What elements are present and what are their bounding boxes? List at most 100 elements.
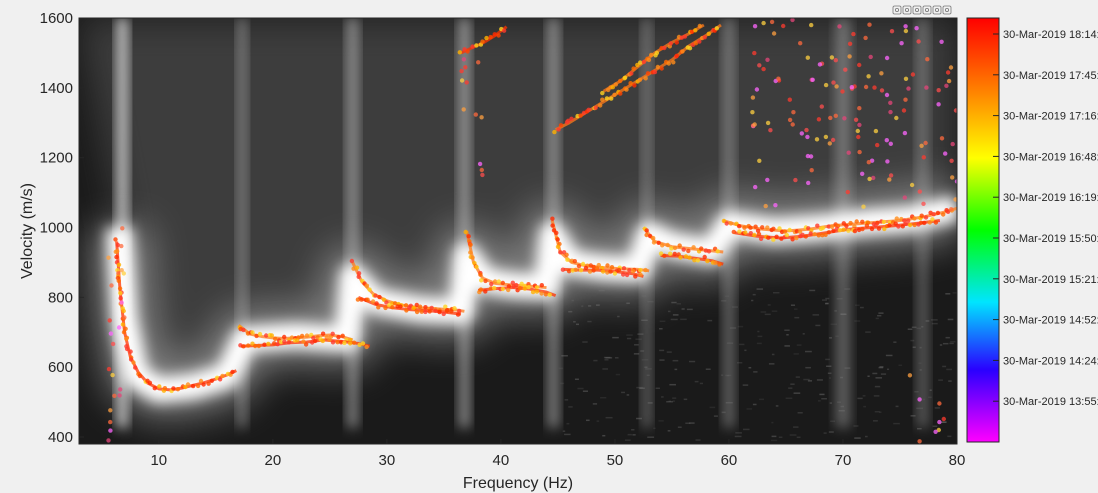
noise-mark <box>666 351 672 353</box>
noise-mark <box>934 407 940 409</box>
noise-mark <box>739 343 745 346</box>
pick-point <box>866 160 871 165</box>
pick-point <box>860 219 865 224</box>
noise-mark <box>768 363 775 365</box>
pick-point <box>407 305 412 310</box>
pick-point <box>868 54 873 60</box>
noise-mark <box>746 408 753 410</box>
pick-point <box>930 217 935 222</box>
noise-mark <box>564 399 569 401</box>
pick-point <box>612 92 617 98</box>
pan-icon[interactable] <box>912 5 922 15</box>
pick-point <box>488 34 493 40</box>
pick-point <box>272 341 277 346</box>
noise-mark <box>771 435 777 438</box>
noise-mark <box>677 426 682 428</box>
x-axis: 10 20 30 40 50 60 70 80 <box>150 439 965 469</box>
pick-point <box>390 305 395 310</box>
noise-mark <box>911 326 917 329</box>
noise-mark <box>672 314 679 316</box>
pick-point <box>816 233 821 238</box>
pick-point <box>580 261 586 267</box>
noise-mark <box>560 382 565 385</box>
pick-point <box>444 308 450 314</box>
noise-mark <box>575 323 579 326</box>
pick-point <box>946 78 952 84</box>
noise-mark <box>872 372 878 375</box>
noise-mark <box>827 372 832 375</box>
colorbar-tick-label: 30-Mar-2019 15:50:2 <box>1003 233 1098 245</box>
noise-mark <box>941 421 947 423</box>
pick-point <box>812 232 817 237</box>
pick-point <box>613 82 618 87</box>
noise-mark <box>562 430 566 432</box>
noise-mark <box>759 398 765 401</box>
pick-point <box>162 386 168 391</box>
pick-point <box>488 286 494 291</box>
colorbar-tick-label: 30-Mar-2019 17:45:3 <box>1003 70 1098 82</box>
pick-point <box>851 31 856 37</box>
noise-mark <box>907 328 913 330</box>
pick-point <box>437 309 442 315</box>
pick-point <box>779 236 784 241</box>
export-icon[interactable] <box>892 5 902 15</box>
pick-point <box>776 76 781 81</box>
pick-point <box>519 281 524 286</box>
pick-point <box>814 137 820 142</box>
noise-mark <box>919 369 922 371</box>
pick-point <box>262 342 267 347</box>
zoom-in-icon[interactable] <box>922 5 932 15</box>
pick-point <box>108 408 113 413</box>
pick-point <box>466 234 471 239</box>
brush-icon[interactable] <box>902 5 912 15</box>
noise-mark <box>922 398 926 401</box>
noise-mark <box>621 391 625 394</box>
pick-point <box>253 343 258 349</box>
colorbar: 30-Mar-2019 18:14:2 30-Mar-2019 17:45:3 30… <box>966 17 1098 443</box>
noise-mark <box>736 362 743 364</box>
pick-point <box>873 223 878 228</box>
energy-band <box>459 18 470 428</box>
zoom-out-icon[interactable] <box>932 5 942 15</box>
noise-mark <box>734 435 742 438</box>
pick-point <box>123 326 128 331</box>
pick-point <box>837 24 842 29</box>
pick-point <box>662 253 667 258</box>
noise-mark <box>840 376 843 379</box>
noise-mark <box>778 436 783 439</box>
noise-mark <box>689 422 695 424</box>
y-axis-label: Velocity (m/s) <box>19 183 36 279</box>
pick-point <box>888 100 893 106</box>
pick-point <box>479 278 484 283</box>
pick-point <box>760 225 765 230</box>
noise-mark <box>931 319 938 321</box>
pick-point <box>923 140 928 146</box>
pick-point <box>185 382 191 387</box>
noise-mark <box>893 422 900 425</box>
pick-point <box>120 322 126 327</box>
pick-point <box>921 201 926 206</box>
noise-mark <box>931 322 938 325</box>
noise-mark <box>949 342 954 345</box>
x-axis-label: Frequency (Hz) <box>463 475 573 492</box>
noise-mark <box>945 293 951 295</box>
noise-mark <box>898 364 903 367</box>
pick-point <box>689 29 695 34</box>
pick-point <box>856 227 862 233</box>
pick-point <box>468 250 473 255</box>
pick-point <box>912 222 917 228</box>
pick-point <box>793 177 798 183</box>
pick-point <box>539 283 544 288</box>
noise-mark <box>573 321 576 323</box>
pick-point <box>492 32 497 37</box>
pick-point <box>364 283 370 288</box>
pick-point <box>340 333 345 338</box>
noise-mark <box>863 405 867 408</box>
pick-point <box>950 175 955 180</box>
pick-point <box>714 26 719 31</box>
home-icon[interactable] <box>942 5 952 15</box>
pick-point <box>643 76 648 81</box>
pick-point <box>304 333 310 338</box>
pick-point <box>774 234 779 239</box>
pick-point <box>833 113 838 119</box>
